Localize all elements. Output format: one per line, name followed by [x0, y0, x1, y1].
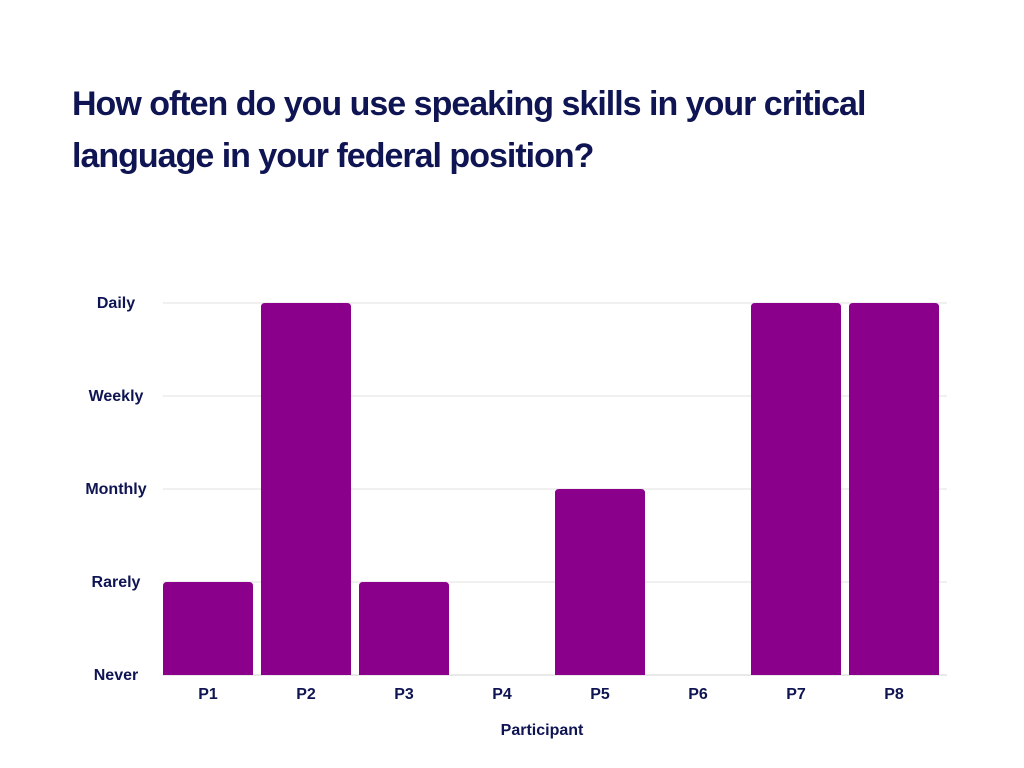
bar-p3 — [359, 582, 449, 675]
bar-p2 — [261, 303, 351, 675]
x-tick-p5: P5 — [590, 686, 610, 703]
y-tick-weekly: Weekly — [89, 388, 144, 405]
chart-title: How often do you use speaking skills in … — [72, 85, 866, 175]
bar-p8 — [849, 303, 939, 675]
y-tick-monthly: Monthly — [85, 481, 146, 498]
x-tick-p8: P8 — [884, 686, 904, 703]
y-tick-labels: Never Rarely Monthly Weekly Daily — [85, 295, 146, 684]
x-tick-p1: P1 — [198, 686, 218, 703]
y-tick-rarely: Rarely — [92, 574, 141, 591]
bar-p7 — [751, 303, 841, 675]
x-tick-p3: P3 — [394, 686, 414, 703]
x-tick-p2: P2 — [296, 686, 316, 703]
x-tick-labels: P1 P2 P3 P4 P5 P6 P7 P8 — [198, 686, 904, 703]
x-tick-p7: P7 — [786, 686, 806, 703]
x-tick-p4: P4 — [492, 686, 512, 703]
bar-p1 — [163, 582, 253, 675]
y-tick-daily: Daily — [97, 295, 135, 312]
bars — [163, 303, 939, 675]
bar-p5 — [555, 489, 645, 675]
y-tick-never: Never — [94, 667, 138, 684]
x-axis-label: Participant — [501, 722, 584, 739]
x-tick-p6: P6 — [688, 686, 708, 703]
